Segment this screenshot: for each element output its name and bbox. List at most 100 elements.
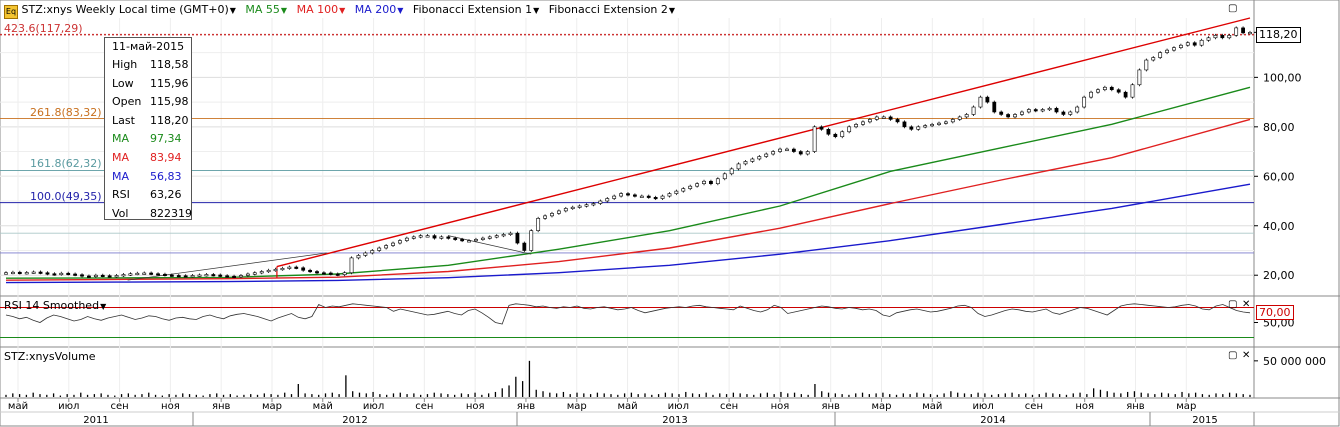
candle-body [722,173,727,180]
month-label: ноя [466,401,485,412]
candle-body [128,273,133,276]
candle-body [432,235,437,239]
candle-body [798,151,803,155]
tooltip-row-value: 83,94 [150,151,182,164]
price-tick-label: 100,00 [1263,71,1302,84]
month-label: июл [58,401,79,412]
tooltip-row: Vol 822319 [112,206,192,222]
candle-body [729,168,734,175]
candle-body [446,236,451,239]
month-label: май [922,401,942,412]
month-label: мар [871,401,891,412]
tooltip-row-label: RSI [112,188,130,202]
candle-body [944,121,948,124]
candle-body [736,163,741,170]
tooltip-date: 11-май-2015 [112,40,185,53]
candle-body [985,96,990,103]
tooltip-row: Last 118,20 [112,113,189,129]
candle-body [1199,39,1204,46]
candle-body [1109,86,1114,91]
candle-body [999,111,1004,115]
tooltip-row: MA 56,83 [112,169,182,185]
fib-extension-2-legend[interactable]: Fibonacci Extension 2▼ [548,3,676,16]
ma200-legend[interactable]: MA 200▼ [354,3,404,16]
candle-body [453,237,458,240]
candle-body [474,239,478,242]
candle-body [308,269,312,273]
candle-body [38,271,43,274]
candle-body [1178,44,1183,48]
candle-body [971,106,976,115]
candle-body [176,275,181,278]
candle-body [695,183,700,187]
ma55-legend[interactable]: MA 55▼ [245,3,288,16]
candle-body [605,198,610,202]
chevron-down-icon[interactable]: ▼ [229,6,236,15]
tooltip-row: MA 97,34 [112,131,182,147]
candle-body [100,274,105,278]
candle-body [1192,42,1197,46]
tooltip-row: Open 115,98 [112,94,189,110]
tooltip-row-value: 97,34 [150,132,182,146]
month-label: июл [972,401,993,412]
candle-body [867,119,872,123]
candle-body [1054,107,1059,113]
candle-body [1033,109,1038,112]
candle-body [937,122,941,125]
tooltip-row-value: 115,96 [150,76,189,90]
month-label: май [617,401,637,412]
candle-body [902,121,907,128]
candle-body [964,114,969,118]
month-label: ноя [1075,401,1094,412]
candle-body [861,121,865,125]
symbol-icon[interactable]: Eq [4,5,18,19]
candle-body [805,151,810,155]
candle-body [1172,47,1176,51]
chart-header: Eq STZ:xnys Weekly Local time (GMT+0)▼ M… [4,3,675,19]
year-label: 2011 [83,415,108,426]
candle-body [418,235,423,238]
candle-body [612,195,617,199]
tooltip-row-label: Open [112,95,142,109]
candle-body [239,275,243,278]
tooltip-row-label: Vol [112,206,129,220]
candle-body [59,272,64,276]
ma-line [5,86,1251,279]
month-label: янв [517,401,536,412]
candle-body [854,124,858,128]
candle-body [225,275,230,278]
price-tick-label: 20,00 [1263,269,1295,282]
month-label: янв [1126,401,1145,412]
candle-body [384,245,389,249]
candle-body [1096,89,1100,93]
rsi-maximize-icon[interactable]: ▢ [1228,299,1238,310]
maximize-icon[interactable]: ▢ [1228,3,1238,14]
candle-body [411,236,416,239]
candle-body [460,239,465,242]
candle-body [847,126,852,133]
fib-extension-1-legend[interactable]: Fibonacci Extension 1▼ [412,3,540,16]
ma100-legend[interactable]: MA 100▼ [296,3,346,16]
candle-body [556,210,561,214]
month-label: мар [567,401,587,412]
candle-body [1144,59,1149,71]
candle-body [398,240,402,244]
candle-body [1061,111,1066,115]
month-label: сен [415,401,433,412]
candle-body [909,126,914,130]
fib-level-label: 161.8(62,32) [30,157,102,170]
volume-close-icon[interactable]: ✕ [1242,350,1251,361]
symbol-label[interactable]: STZ:xnys Weekly Local time (GMT+0) [21,3,229,16]
volume-maximize-icon[interactable]: ▢ [1228,350,1238,361]
candle-body [4,272,8,275]
candle-body [778,148,782,152]
rsi-close-icon[interactable]: ✕ [1242,299,1251,310]
candle-body [370,250,375,254]
candle-body [826,128,831,135]
candle-body [107,275,112,278]
candle-body [1206,37,1211,41]
ma-line [5,118,1251,281]
candle-body [342,272,347,276]
rsi-panel-title[interactable]: RSI 14 Smoothed▼ [4,299,107,312]
